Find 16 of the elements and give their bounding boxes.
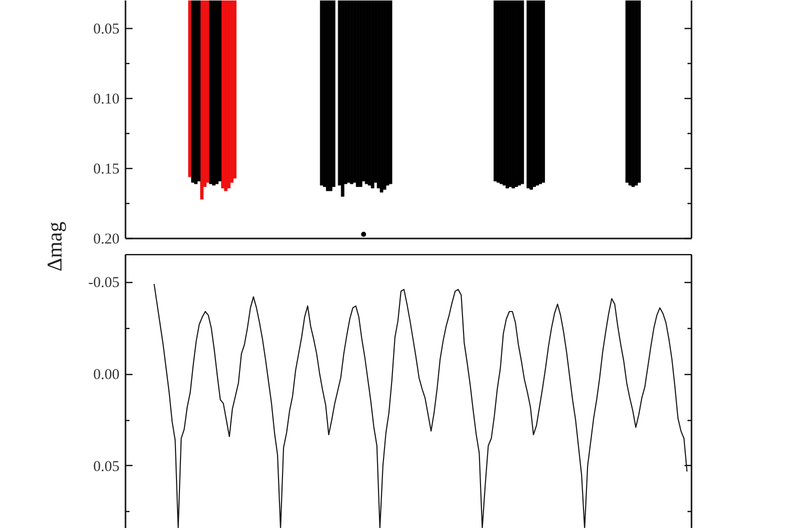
y-tick-label: 0.05 xyxy=(93,458,120,475)
y-tick-label: -0.05 xyxy=(88,275,120,292)
bar xyxy=(542,0,545,183)
y-tick-label: 0.10 xyxy=(93,92,120,108)
y-tick-label: 0.05 xyxy=(93,22,120,38)
bar xyxy=(197,0,201,182)
bar xyxy=(637,0,641,183)
y-tick-label: 0.00 xyxy=(93,367,120,384)
y-tick-label: 0.20 xyxy=(93,232,120,248)
bar xyxy=(388,0,392,184)
line-series xyxy=(154,283,688,528)
y-axis-title: Δmag xyxy=(42,221,66,272)
bar xyxy=(520,0,524,184)
bar xyxy=(218,0,222,182)
y-tick-label: 0.15 xyxy=(93,162,120,178)
bar xyxy=(332,0,336,187)
